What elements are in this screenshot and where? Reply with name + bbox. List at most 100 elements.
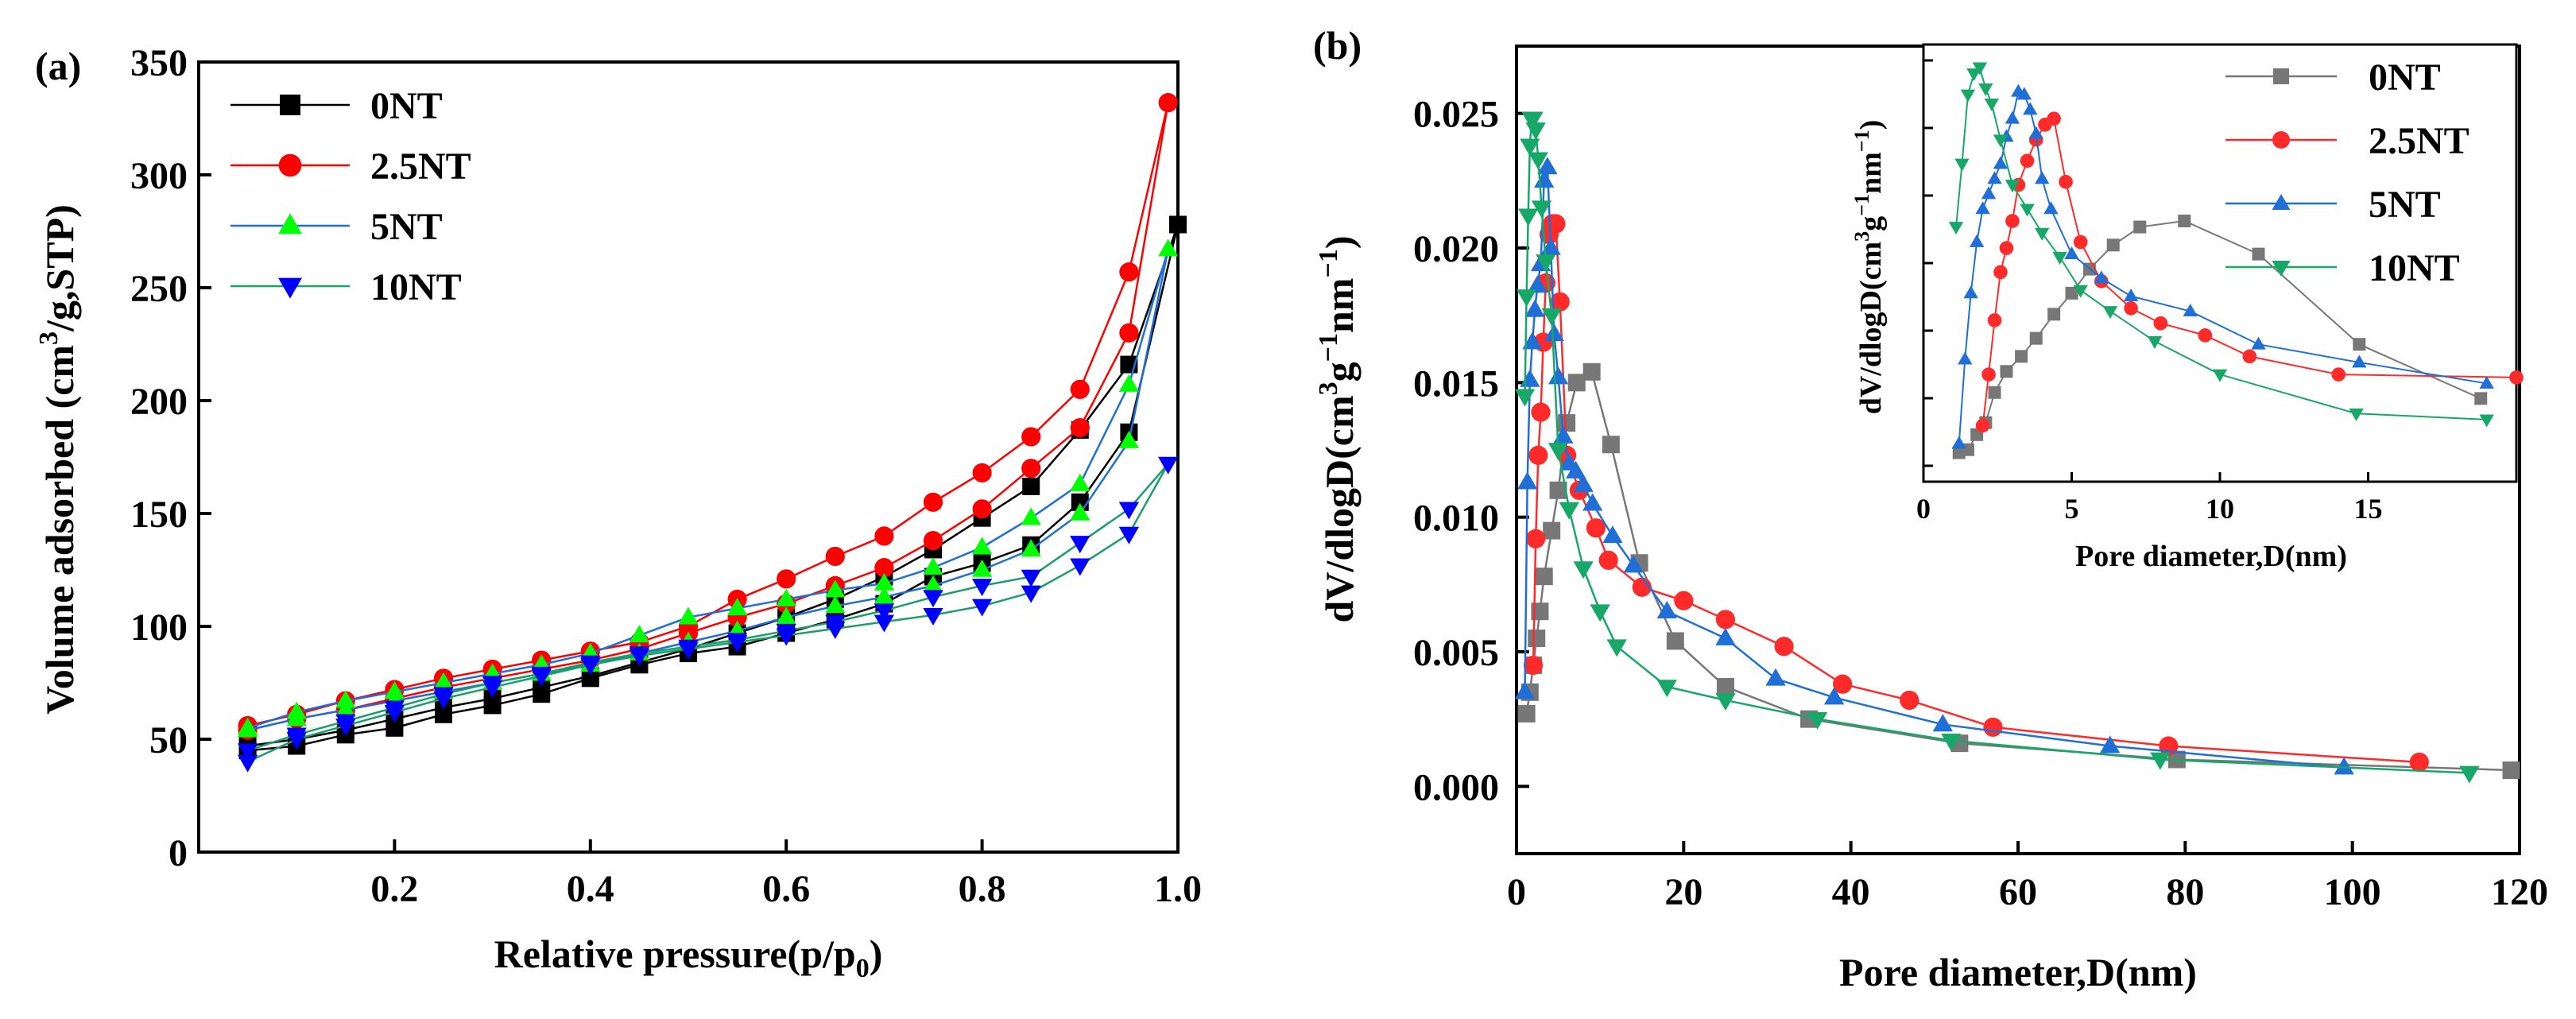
- inset-data-point-5NT: [1958, 351, 1973, 365]
- inset-legend-label-10NT: 10NT: [2369, 247, 2460, 289]
- data-point-5NT: [1118, 430, 1140, 448]
- inset-x-tick-label: 15: [2354, 493, 2383, 525]
- inset-data-point-2.5NT: [1993, 265, 2008, 280]
- data-point-10NT: [482, 676, 503, 694]
- x-tick-label-b: 80: [2166, 871, 2204, 913]
- data-point-10NT: [1021, 585, 1041, 603]
- inset-data-point-10NT: [2212, 369, 2228, 382]
- data-point-0NT: [1022, 477, 1040, 495]
- x-axis-label-b: Pore diameter,D(nm): [1839, 950, 2197, 994]
- data-point-5NT: [776, 588, 796, 606]
- data-point-2.5NT: [1546, 214, 1566, 234]
- inset-x-tick-label: 0: [1916, 493, 1931, 525]
- x-tick-label-b: 0: [1507, 871, 1526, 913]
- inset-data-point-0NT: [2106, 238, 2120, 252]
- x-tick-label-b: 100: [2324, 871, 2381, 913]
- data-point-5NT: [1566, 460, 1586, 479]
- legend-label-5NT: 5NT: [370, 206, 443, 248]
- inset-data-point-10NT: [1984, 98, 1999, 111]
- data-point-5NT: [1520, 369, 1540, 387]
- data-point-5NT: [335, 690, 356, 708]
- inset-data-point-5NT: [2479, 375, 2494, 389]
- inset-data-point-5NT: [1975, 201, 1990, 215]
- inset-data-point-5NT: [2016, 87, 2032, 100]
- data-point-10NT: [286, 727, 307, 746]
- inset-data-point-0NT: [2353, 338, 2366, 351]
- y-tick-label-b: 0.025: [1413, 94, 1499, 136]
- data-point-0NT: [435, 705, 452, 723]
- inset-data-point-5NT: [2005, 110, 2020, 124]
- inset-x-tick-label: 5: [2065, 493, 2079, 525]
- data-point-5NT: [971, 537, 993, 555]
- data-point-0NT: [533, 685, 551, 703]
- data-point-5NT: [1118, 374, 1140, 392]
- series-group-b: [1514, 111, 2520, 784]
- inset-data-point-5NT: [2352, 355, 2367, 368]
- data-point-10NT: [874, 603, 895, 622]
- y-axis-label-a: Volume adsorbed (cm3/g,STP): [34, 204, 82, 715]
- inset-data-point-5NT: [2035, 171, 2050, 184]
- data-point-10NT: [971, 579, 993, 597]
- data-point-2.5NT: [1598, 550, 1618, 570]
- inset-data-point-5NT: [2028, 126, 2043, 139]
- data-point-2.5NT: [1550, 292, 1570, 312]
- inset-data-point-10NT: [2020, 203, 2035, 217]
- y-axis-a: 0 50 100 150 200 250 300 350: [130, 42, 211, 874]
- inset-data-point-5NT: [2183, 303, 2198, 316]
- data-point-2.5NT: [1674, 591, 1694, 610]
- inset-data-point-2.5NT: [2020, 153, 2035, 169]
- data-point-10NT: [1941, 733, 1962, 751]
- data-point-10NT: [237, 754, 258, 773]
- data-point-5NT: [1527, 275, 1548, 293]
- data-point-5NT: [1517, 471, 1538, 490]
- data-point-0NT: [1531, 602, 1549, 621]
- inset-data-point-2.5NT: [2331, 367, 2346, 382]
- data-point-10NT: [923, 608, 943, 626]
- data-point-5NT: [2100, 735, 2121, 754]
- data-point-5NT: [1514, 681, 1536, 699]
- data-point-10NT: [1070, 536, 1090, 554]
- data-point-5NT: [1021, 507, 1041, 525]
- data-point-5NT: [678, 606, 699, 625]
- data-point-2.5NT: [1070, 379, 1090, 399]
- data-point-5NT: [1522, 331, 1543, 350]
- inset-data-point-2.5NT: [1987, 313, 2002, 327]
- data-point-5NT: [1070, 502, 1090, 521]
- data-point-10NT: [1548, 443, 1569, 461]
- y-tick-label-b: 0.015: [1413, 362, 1499, 405]
- inset-plot: 0 5 10 15 0NT 2.5NT 5NT 10NT dV/dlogD(cm3g−1nm…: [1850, 43, 2524, 573]
- x-tick-label-b: 60: [1999, 871, 2037, 913]
- inset-data-point-10NT: [1993, 134, 2009, 148]
- data-point-5NT: [1158, 238, 1179, 257]
- inset-data-point-5NT: [1951, 436, 1966, 449]
- inset-series-10NT: [1948, 62, 2494, 428]
- data-point-5NT: [1765, 668, 1786, 686]
- inset-data-point-5NT: [2123, 289, 2139, 302]
- data-point-5NT: [335, 699, 356, 717]
- inset-background: [1923, 45, 2516, 482]
- data-point-2.5NT: [1774, 637, 1794, 657]
- panel-a: (a) 0 50 100 150 200 250 300 350 0.2 0.4 0.6 0.8 1.…: [34, 42, 1202, 983]
- data-point-10NT: [776, 623, 796, 641]
- inset-legend-marker-2.5NT: [2272, 131, 2290, 149]
- inset-data-point-10NT: [2349, 408, 2364, 421]
- inset-data-point-10NT: [1978, 83, 1993, 97]
- y-tick-label-a: 0: [169, 832, 188, 874]
- y-tick-label-a: 100: [130, 606, 188, 649]
- data-point-2.5NT: [1715, 610, 1736, 630]
- data-point-10NT: [629, 646, 650, 664]
- data-point-0NT: [1543, 521, 1561, 540]
- data-point-5NT: [1715, 627, 1736, 645]
- data-point-5NT: [384, 681, 405, 699]
- data-point-10NT: [678, 639, 699, 657]
- data-point-2.5NT: [874, 526, 894, 546]
- data-point-10NT: [433, 687, 454, 705]
- data-point-0NT: [1582, 362, 1601, 381]
- legend-marker-0NT: [280, 95, 300, 115]
- data-point-5NT: [237, 719, 258, 738]
- inset-data-point-5NT: [1987, 171, 2002, 184]
- data-point-0NT: [1602, 436, 1620, 454]
- inset-data-point-10NT: [1960, 89, 1976, 103]
- inset-data-point-0NT: [2065, 286, 2078, 300]
- data-point-2.5NT: [1021, 427, 1041, 447]
